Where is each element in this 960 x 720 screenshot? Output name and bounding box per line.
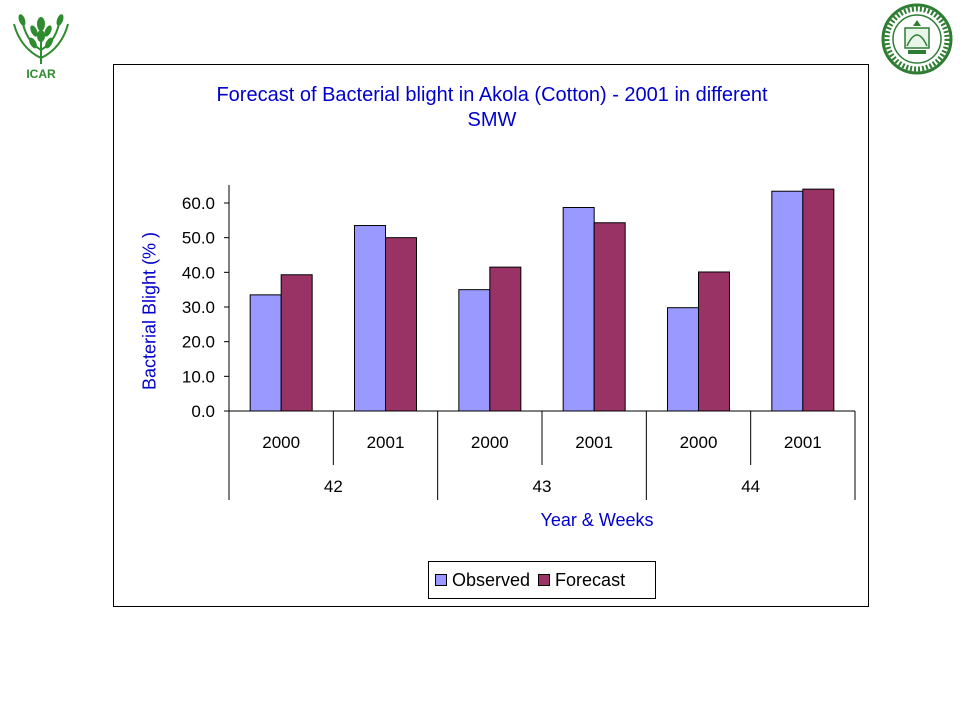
bar-chart: 0.0 10.0 20.0 30.0 40.0 50.0 60.0 2000 2001 2000 2… — [182, 185, 856, 500]
y-tick-label: 40.0 — [182, 263, 215, 282]
chart-area: Forecast of Bacterial blight in Akola (C… — [113, 64, 869, 607]
x-tick-label: 2000 — [471, 433, 509, 452]
x-tick-label: 2000 — [680, 433, 718, 452]
legend-swatch-forecast — [538, 574, 551, 586]
y-tick-label: 30.0 — [182, 298, 215, 317]
legend-swatch-observed — [435, 574, 447, 586]
y-tick-label: 0.0 — [191, 402, 215, 421]
x-group-label: 44 — [741, 477, 760, 496]
bar-observed — [771, 190, 804, 412]
y-axis-label-text: Bacterial Blight (% ) — [139, 231, 160, 391]
chart-title-line1: Forecast of Bacterial blight in Akola (C… — [216, 84, 768, 106]
legend-item-forecast: Forecast — [538, 570, 625, 591]
y-tick-label: 50.0 — [182, 229, 215, 248]
bar-forecast — [698, 271, 730, 412]
bar-forecast — [802, 188, 835, 412]
x-tick-label: 2001 — [784, 433, 822, 452]
bar-forecast — [280, 274, 313, 412]
bar-observed — [562, 207, 595, 412]
legend-label-observed: Observed — [452, 569, 531, 590]
x-tick-label: 2001 — [367, 433, 405, 452]
legend-label-forecast: Forecast — [555, 569, 626, 590]
x-tick-label: 2000 — [262, 433, 300, 452]
chart-title: Forecast of Bacterial blight in Akola (C… — [114, 83, 870, 133]
svg-text:ICAR: ICAR — [26, 67, 56, 81]
bar-forecast — [489, 266, 522, 412]
bar-observed — [458, 289, 491, 412]
y-tick-label: 60.0 — [182, 194, 215, 213]
legend: Observed Forecast — [428, 561, 656, 599]
legend-item-observed: Observed — [435, 570, 530, 591]
icar-wheat-icon: ICAR — [13, 14, 69, 81]
seal-icon — [881, 3, 953, 75]
y-tick-label: 10.0 — [182, 367, 215, 386]
x-group-label: 43 — [533, 477, 552, 496]
bar-observed — [667, 307, 699, 412]
bar-observed — [354, 225, 386, 412]
x-axis-label: Year & Weeks — [540, 510, 654, 530]
bar-observed — [249, 294, 282, 412]
x-tick-label: 2001 — [575, 433, 613, 452]
chart-title-line2: SMW — [467, 109, 517, 131]
icar-logo: ICAR — [6, 6, 76, 82]
bar-forecast — [593, 222, 626, 412]
iasri-seal-logo — [880, 2, 954, 76]
y-tick-label: 20.0 — [182, 333, 215, 352]
bar-forecast — [385, 237, 417, 412]
x-group-label: 42 — [324, 477, 343, 496]
